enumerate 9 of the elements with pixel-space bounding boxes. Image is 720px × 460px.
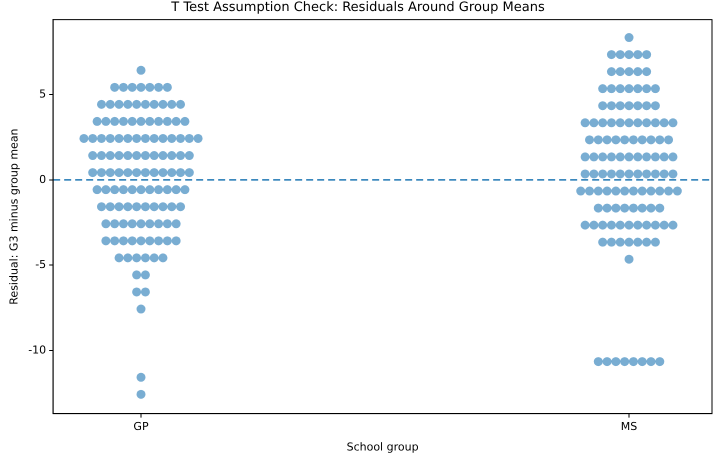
- y-tick-label: 5: [39, 88, 46, 101]
- x-tick-label: MS: [620, 420, 638, 434]
- x-axis-title: School group: [346, 440, 419, 454]
- chart-title: T Test Assumption Check: Residuals Around Group Means: [170, 0, 545, 16]
- y-tick-label: 0: [39, 172, 46, 186]
- y-tick-label: -5: [35, 258, 46, 272]
- x-tick-label: GP: [133, 420, 149, 434]
- y-tick-label: -10: [28, 343, 46, 356]
- y-axis-title: Residual: G3 minus group mean: [7, 128, 20, 305]
